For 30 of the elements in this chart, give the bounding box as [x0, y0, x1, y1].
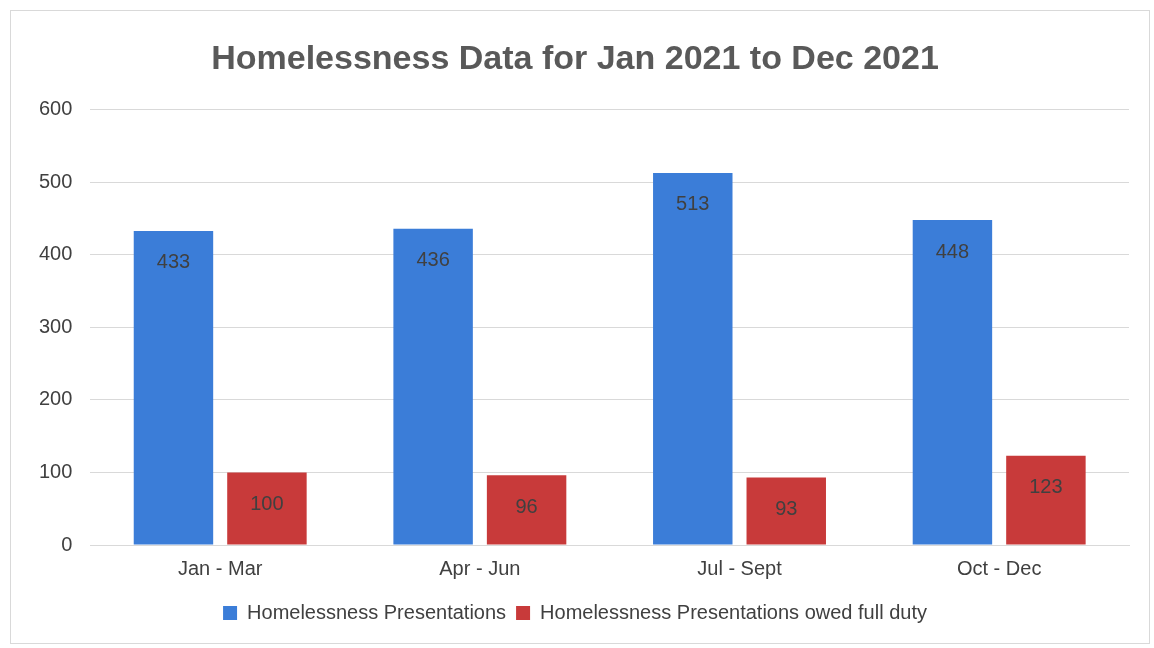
bar: [653, 172, 733, 545]
y-tick-label: 200: [38, 387, 73, 410]
y-tick-label: 300: [38, 314, 73, 337]
data-label: 513: [676, 192, 710, 215]
bar: [486, 475, 567, 545]
x-tick-label: Apr - Jun: [439, 556, 521, 579]
data-label: 100: [250, 491, 284, 514]
data-label: 96: [515, 494, 538, 517]
y-tick-label: 400: [38, 242, 73, 265]
data-label: 436: [416, 248, 450, 271]
y-tick-label: 0: [61, 532, 73, 555]
data-label: 433: [156, 250, 191, 273]
bar: [227, 472, 307, 545]
data-label: 448: [935, 239, 970, 262]
bar: [133, 230, 214, 545]
x-tick-label: Jul - Sept: [697, 556, 783, 579]
x-tick-label: Oct - Dec: [956, 556, 1042, 579]
bar: [393, 228, 473, 545]
y-tick-label: 600: [38, 97, 73, 120]
y-tick-label: 500: [38, 169, 73, 192]
bar: [1006, 455, 1086, 545]
x-tick-label: Jan - Mar: [177, 556, 263, 579]
bar: [746, 477, 826, 545]
chart-title: Homelessness Data for Jan 2021 to Dec 2021: [211, 37, 939, 76]
y-tick-label: 100: [38, 459, 73, 482]
legend-label: Homelessness Presentations: [247, 600, 507, 623]
bar: [912, 220, 993, 545]
legend-label: Homelessness Presentations owed full duty: [540, 600, 927, 623]
data-label: 93: [775, 497, 798, 520]
data-label: 123: [1029, 475, 1063, 498]
